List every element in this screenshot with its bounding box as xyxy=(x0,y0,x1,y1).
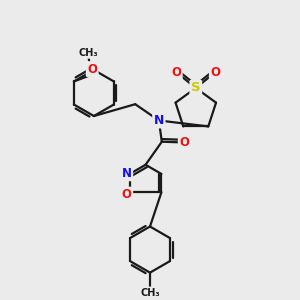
Text: O: O xyxy=(210,66,220,79)
Text: N: N xyxy=(122,167,132,180)
Text: CH₃: CH₃ xyxy=(140,288,160,298)
Text: O: O xyxy=(122,188,132,201)
Text: O: O xyxy=(179,136,189,149)
Text: N: N xyxy=(154,114,164,127)
Text: CH₃: CH₃ xyxy=(79,47,98,58)
Text: O: O xyxy=(171,66,181,79)
Text: S: S xyxy=(191,82,201,94)
Text: O: O xyxy=(87,62,97,76)
